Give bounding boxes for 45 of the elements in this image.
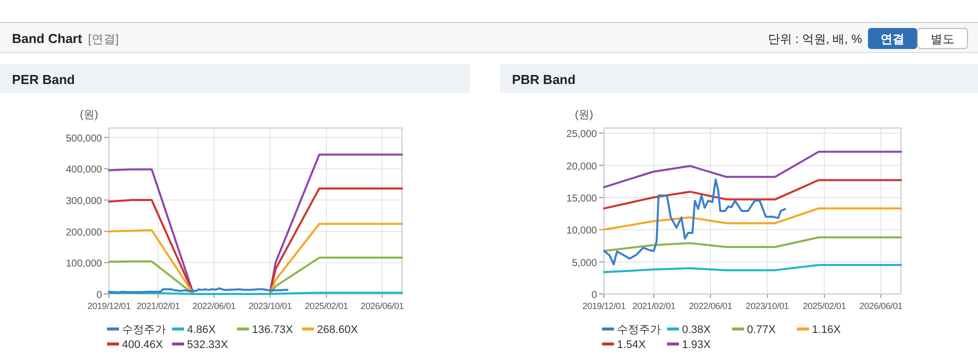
x-tick-label: 2026/06/01 (859, 301, 903, 311)
text: 별도 (930, 32, 954, 46)
x-tick-label: 2025/02/01 (802, 301, 846, 311)
legend-label: 268.60X (317, 324, 359, 336)
legend-label: 1.93X (682, 339, 712, 351)
x-tick-label: 2023/10/01 (248, 301, 292, 311)
x-tick-label: 2021/02/01 (632, 301, 676, 311)
legend-label: 0.38X (682, 324, 712, 336)
x-tick-label: 2025/02/01 (304, 301, 348, 311)
y-axis-title: (원) (574, 109, 594, 121)
x-tick-label: 2026/06/01 (360, 301, 404, 311)
legend-label: 수정주가 (617, 324, 661, 336)
y-axis-title: (원) (80, 109, 98, 121)
text: [연결] (88, 32, 119, 46)
y-tick-label: 400,000 (66, 164, 102, 176)
x-tick-label: 2019/12/01 (582, 301, 626, 311)
x-tick-label: 2019/12/01 (87, 301, 131, 311)
y-tick-label: 200,000 (66, 227, 102, 238)
y-tick-label: 300,000 (66, 196, 102, 208)
y-tick-label: 100,000 (66, 258, 102, 270)
legend-label: 1.54X (617, 339, 646, 351)
legend-label: 4.86X (187, 324, 216, 336)
x-tick-label: 2021/02/01 (136, 301, 180, 311)
legend-label: 400.46X (122, 339, 164, 351)
y-tick-label: 0 (96, 290, 102, 301)
x-tick-label: 2022/06/01 (688, 301, 732, 311)
legend-label: 136.73X (252, 324, 294, 336)
legend-label: 수정주가 (122, 324, 166, 336)
chart-title: PER Band (12, 72, 75, 87)
y-tick-label: 500,000 (66, 133, 102, 144)
y-tick-label: 15,000 (566, 193, 598, 204)
x-tick-label: 2022/06/01 (192, 301, 236, 311)
y-tick-label: 10,000 (566, 226, 598, 237)
y-tick-label: 5,000 (572, 258, 598, 269)
y-tick-label: 0 (591, 290, 598, 301)
x-tick-label: 2023/10/01 (746, 301, 790, 311)
y-tick-label: 25,000 (566, 129, 598, 140)
chart-title: PBR Band (512, 72, 576, 87)
legend-label: 0.77X (747, 324, 776, 336)
text: Band Chart (12, 31, 83, 46)
text: 연결 (880, 32, 904, 46)
y-tick-label: 20,000 (566, 161, 598, 172)
legend-label: 532.33X (187, 339, 229, 351)
legend-label: 1.16X (812, 324, 842, 336)
text: 단위 : 억원, 배, % (768, 32, 862, 46)
